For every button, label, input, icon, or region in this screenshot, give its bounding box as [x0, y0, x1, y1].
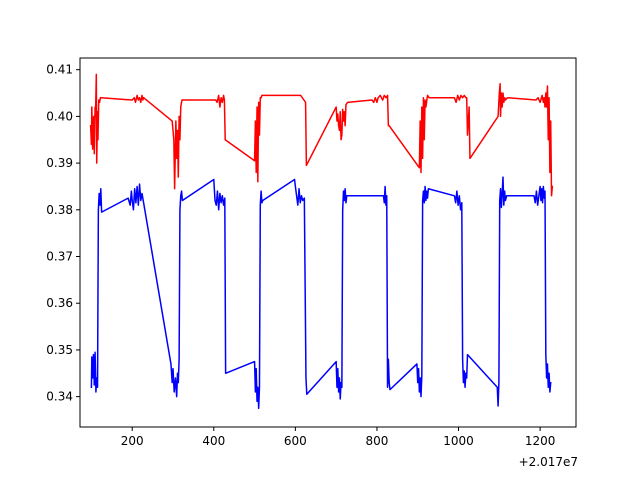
y-tick-label: 0.36 — [46, 296, 73, 310]
x-tick-label: 800 — [365, 434, 388, 448]
series-line-2 — [90, 176, 552, 410]
y-tick-label: 0.41 — [46, 63, 73, 77]
y-tick-label: 0.40 — [46, 109, 73, 123]
axes: 200 400 600 800 1000 1200 0.34 0.35 0.36 0.37 0.38… — [46, 57, 577, 448]
y-tick-label: 0.38 — [46, 203, 73, 217]
x-tick-label: 200 — [121, 434, 144, 448]
series-line-1 — [89, 73, 554, 197]
axes-frame — [79, 57, 577, 428]
y-tick-label: 0.39 — [46, 156, 73, 170]
y-tick-label: 0.34 — [46, 390, 73, 404]
x-tick-label: 1200 — [525, 434, 556, 448]
plot-area — [89, 73, 554, 410]
y-tick-label: 0.35 — [46, 343, 73, 357]
x-tick-label: 600 — [284, 434, 307, 448]
x-offset-label: +2.017e7 — [519, 455, 578, 469]
y-tick-label: 0.37 — [46, 250, 73, 264]
x-tick-label: 1000 — [443, 434, 474, 448]
x-tick-label: 400 — [202, 434, 225, 448]
